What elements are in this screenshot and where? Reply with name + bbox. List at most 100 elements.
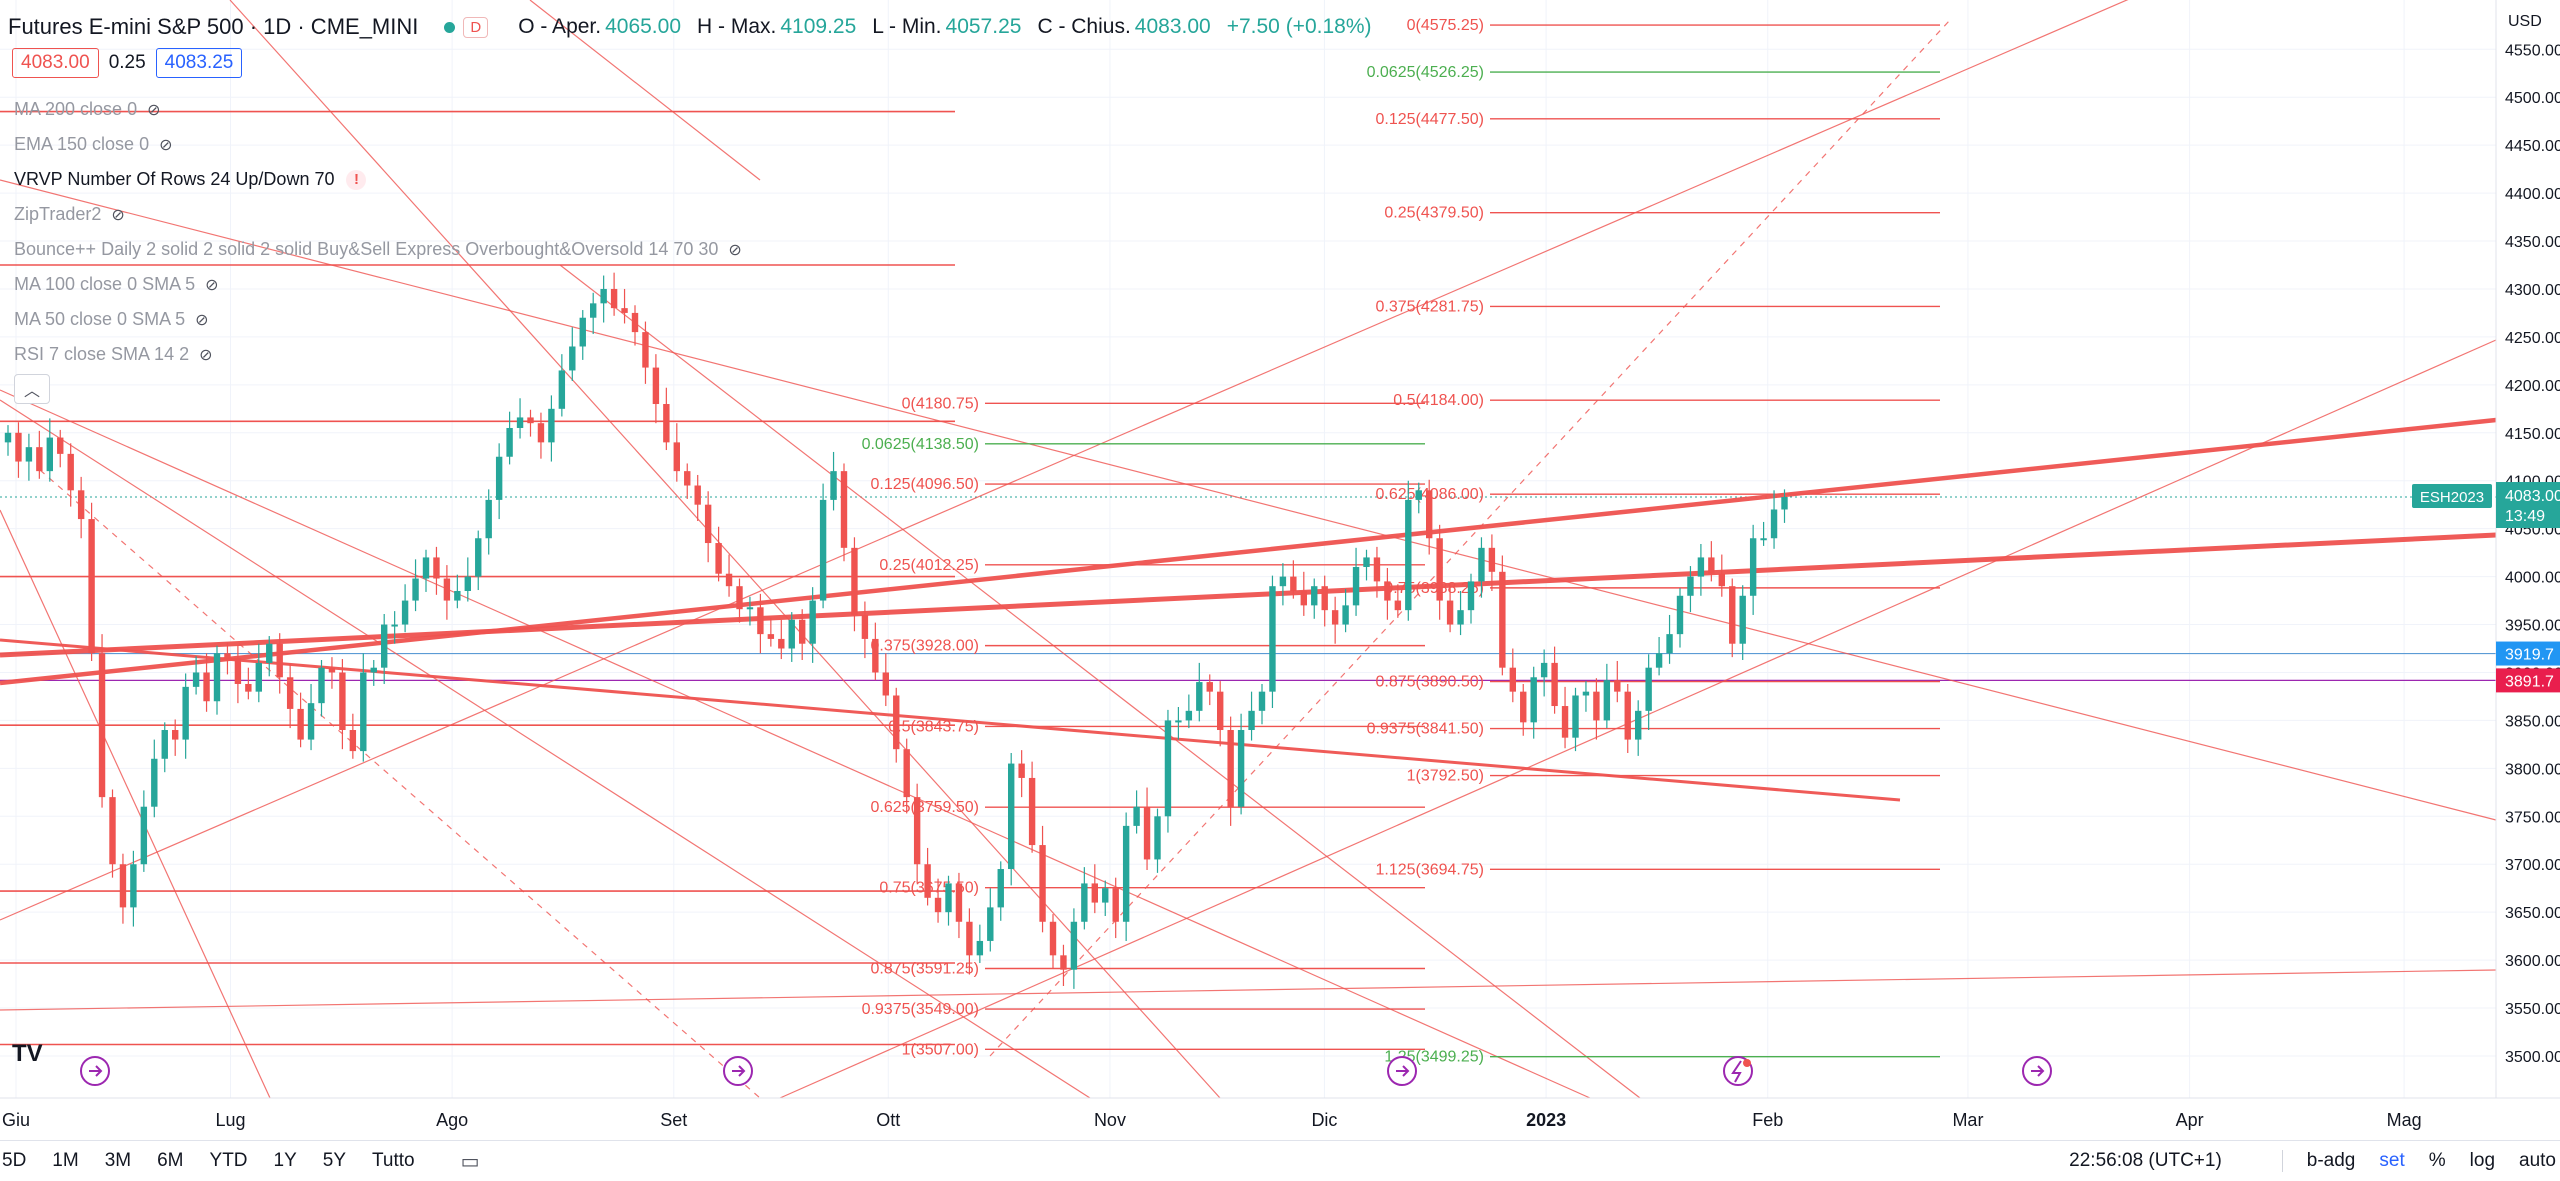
candle-body bbox=[1164, 720, 1172, 817]
eye-hidden-icon[interactable]: ⊘ bbox=[728, 241, 742, 259]
y-tick-label: 3850.00 bbox=[2505, 713, 2560, 730]
price-axis: USD 3500.00 3550.00 3600.00 3650.00 3700.00 37… bbox=[2495, 0, 2560, 1140]
candle-body bbox=[924, 864, 931, 898]
range-button[interactable]: 1Y bbox=[273, 1150, 297, 1171]
candle-body bbox=[590, 303, 597, 318]
range-button[interactable]: YTD bbox=[209, 1150, 248, 1171]
candle-body bbox=[1457, 610, 1464, 625]
candle-body bbox=[506, 427, 513, 457]
candle-body bbox=[57, 437, 64, 454]
candle-body bbox=[537, 423, 545, 443]
indicator-row[interactable]: EMA 150 close 0 ⊘ bbox=[14, 127, 742, 162]
collapse-legend-button[interactable]: ︿ bbox=[14, 374, 50, 404]
sell-price-button[interactable]: 4083.00 bbox=[12, 48, 99, 78]
indicator-row[interactable]: Bounce++ Daily 2 solid 2 solid 2 solid B… bbox=[14, 232, 742, 267]
candle-body bbox=[98, 653, 106, 798]
x-tick-label: Nov bbox=[1094, 1110, 1126, 1130]
ohlc-open-value: 4065.00 bbox=[605, 15, 682, 38]
calendar-icon[interactable]: ▭ bbox=[460, 1150, 480, 1173]
range-button[interactable]: 6M bbox=[157, 1150, 184, 1171]
delayed-badge: D bbox=[463, 16, 489, 38]
range-button[interactable]: Tutto bbox=[372, 1150, 415, 1171]
range-button[interactable]: 5D bbox=[2, 1150, 27, 1171]
y-tick-label: 4000.00 bbox=[2505, 570, 2560, 587]
candle-body bbox=[485, 499, 492, 539]
candle-body bbox=[109, 797, 116, 865]
candle-body bbox=[25, 447, 33, 462]
indicator-label: MA 200 close 0 bbox=[14, 99, 138, 119]
range-button[interactable]: 3M bbox=[104, 1150, 132, 1171]
y-tick-label: 3600.00 bbox=[2505, 953, 2560, 970]
symbol-header: Futures E-mini S&P 500 · 1D · CME_MINI D… bbox=[8, 12, 1387, 42]
b-adj-toggle[interactable]: b-adg bbox=[2306, 1150, 2356, 1171]
fib-label: 0.875(3890.50) bbox=[1375, 674, 1484, 691]
candle-body bbox=[872, 638, 879, 673]
symbol-title[interactable]: Futures E-mini S&P 500 · 1D · CME_MINI bbox=[8, 14, 419, 39]
candle-body bbox=[621, 308, 628, 313]
candle-body bbox=[882, 672, 889, 696]
candle-body bbox=[1520, 691, 1527, 723]
ohlc-low-label: L - Min. bbox=[872, 15, 942, 38]
candle-body bbox=[934, 897, 942, 913]
indicator-row[interactable]: VRVP Number Of Rows 24 Up/Down 70! bbox=[14, 162, 742, 197]
candle-body bbox=[46, 437, 53, 472]
ohlc-close-label: C - Chius. bbox=[1037, 15, 1131, 38]
candle-body bbox=[736, 586, 743, 610]
indicator-row[interactable]: MA 200 close 0 ⊘ bbox=[14, 92, 742, 127]
candle-body bbox=[1530, 677, 1537, 723]
candle-body bbox=[1582, 691, 1590, 696]
candle-body bbox=[694, 485, 701, 505]
indicator-row[interactable]: RSI 7 close SMA 14 2 ⊘ bbox=[14, 337, 742, 372]
range-button[interactable]: 5Y bbox=[322, 1150, 347, 1171]
indicator-row[interactable]: ZipTrader2 ⊘ bbox=[14, 197, 742, 232]
candle-body bbox=[1154, 816, 1161, 860]
candle-body bbox=[495, 456, 503, 500]
countdown-label: 13:49 bbox=[2505, 508, 2545, 525]
candle-body bbox=[245, 683, 252, 692]
ohlc-low-value: 4057.25 bbox=[945, 15, 1022, 38]
candle-body bbox=[1697, 557, 1705, 577]
candle-body bbox=[1499, 571, 1506, 668]
range-button[interactable]: 1M bbox=[52, 1150, 79, 1171]
candle-body bbox=[704, 504, 712, 544]
tradingview-logo[interactable]: TV bbox=[12, 1040, 43, 1067]
eye-hidden-icon[interactable]: ⊘ bbox=[195, 311, 209, 329]
indicator-label: MA 50 close 0 SMA 5 bbox=[14, 309, 186, 329]
candle-body bbox=[913, 797, 921, 865]
candle-body bbox=[328, 667, 336, 673]
candle-body bbox=[1405, 499, 1412, 611]
x-tick-label: Ago bbox=[436, 1110, 468, 1130]
candle-body bbox=[286, 677, 294, 709]
candle-body bbox=[1666, 634, 1673, 654]
trend-line bbox=[39, 469, 761, 1099]
candle-body bbox=[1321, 586, 1328, 611]
indicator-legend: MA 200 close 0 ⊘ EMA 150 close 0 ⊘ VRVP Numb… bbox=[14, 92, 742, 372]
trend-line bbox=[0, 389, 1591, 1099]
candle-body bbox=[130, 864, 137, 908]
fib-label: 0.125(4096.50) bbox=[870, 476, 979, 493]
eye-hidden-icon[interactable]: ⊘ bbox=[111, 206, 125, 224]
candle-body bbox=[1070, 921, 1078, 970]
eye-hidden-icon[interactable]: ⊘ bbox=[159, 136, 173, 154]
eye-hidden-icon[interactable]: ⊘ bbox=[199, 346, 213, 364]
candle-body bbox=[1614, 680, 1621, 692]
log-toggle[interactable]: log bbox=[2469, 1150, 2496, 1171]
set-toggle[interactable]: set bbox=[2379, 1150, 2405, 1171]
indicator-row[interactable]: MA 50 close 0 SMA 5 ⊘ bbox=[14, 302, 742, 337]
eye-hidden-icon[interactable]: ⊘ bbox=[147, 101, 161, 119]
auto-toggle[interactable]: auto bbox=[2519, 1150, 2556, 1171]
candle-body bbox=[997, 869, 1004, 908]
buy-price-button[interactable]: 4083.25 bbox=[155, 48, 243, 78]
eye-hidden-icon[interactable]: ⊘ bbox=[205, 276, 219, 294]
warning-icon[interactable]: ! bbox=[346, 169, 367, 190]
candle-body bbox=[1091, 883, 1098, 903]
candle-body bbox=[1781, 497, 1788, 510]
percent-toggle[interactable]: % bbox=[2428, 1150, 2446, 1171]
level-tag-bg bbox=[2496, 668, 2560, 693]
candle-body bbox=[36, 447, 43, 472]
clock-readout[interactable]: 22:56:08 (UTC+1) bbox=[2069, 1150, 2222, 1171]
indicator-row[interactable]: MA 100 close 0 SMA 5 ⊘ bbox=[14, 267, 742, 302]
candle-body bbox=[1572, 695, 1579, 738]
candle-body bbox=[1593, 691, 1600, 721]
